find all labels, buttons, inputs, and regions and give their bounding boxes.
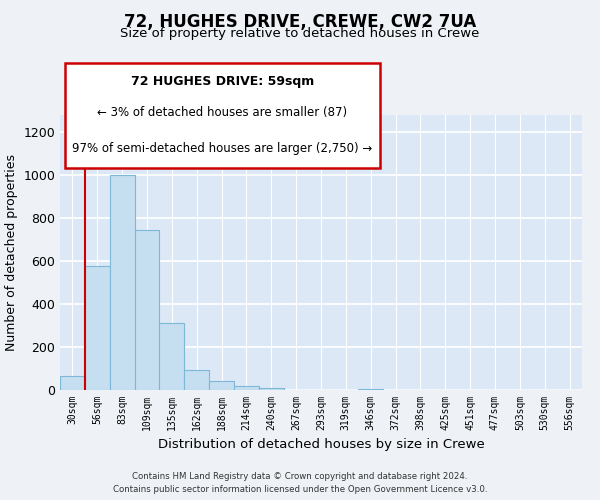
Text: Contains HM Land Registry data © Crown copyright and database right 2024.: Contains HM Land Registry data © Crown c… [132, 472, 468, 481]
Text: ← 3% of detached houses are smaller (87): ← 3% of detached houses are smaller (87) [97, 106, 347, 120]
Bar [234, 386, 259, 390]
Bar [184, 370, 209, 390]
Bar [209, 382, 234, 390]
Bar [60, 376, 85, 390]
Text: 97% of semi-detached houses are larger (2,750) →: 97% of semi-detached houses are larger (… [72, 142, 373, 155]
Bar [358, 389, 383, 390]
Text: 72 HUGHES DRIVE: 59sqm: 72 HUGHES DRIVE: 59sqm [131, 75, 314, 88]
Bar [259, 388, 284, 390]
Text: Contains public sector information licensed under the Open Government Licence v3: Contains public sector information licen… [113, 485, 487, 494]
Bar [110, 175, 134, 390]
Bar [85, 266, 110, 390]
Text: 72, HUGHES DRIVE, CREWE, CW2 7UA: 72, HUGHES DRIVE, CREWE, CW2 7UA [124, 12, 476, 30]
Y-axis label: Number of detached properties: Number of detached properties [5, 154, 18, 351]
Text: Size of property relative to detached houses in Crewe: Size of property relative to detached ho… [121, 28, 479, 40]
Bar [134, 230, 160, 390]
X-axis label: Distribution of detached houses by size in Crewe: Distribution of detached houses by size … [158, 438, 484, 452]
Bar [160, 324, 184, 390]
